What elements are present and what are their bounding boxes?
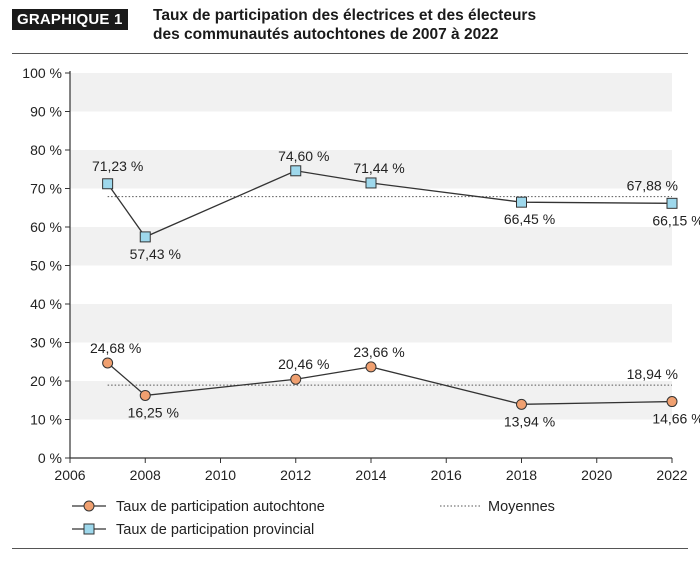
top-rule	[12, 53, 688, 54]
y-tick-label: 30 %	[30, 335, 62, 351]
data-point	[365, 177, 377, 189]
average-label: 18,94 %	[627, 366, 678, 382]
y-tick-label: 10 %	[30, 412, 62, 428]
legend: Taux de participation autochtone Taux de …	[72, 499, 555, 538]
data-label: 66,15 %	[652, 212, 700, 228]
grid-band	[70, 73, 672, 112]
grid-band	[70, 227, 672, 266]
data-labels: 18,94 % 67,88 % 24,68 % 16,25 % 20,46 % 23,66…	[90, 148, 700, 430]
series-line	[107, 362, 673, 405]
y-tick-label: 90 %	[30, 104, 62, 120]
series-lines	[102, 165, 678, 410]
grid-band	[70, 304, 672, 343]
y-tick-label: 60 %	[30, 219, 62, 235]
legend-label: Moyennes	[488, 499, 555, 515]
data-label: 24,68 %	[90, 340, 141, 356]
data-point	[102, 357, 114, 369]
average-lines	[107, 196, 672, 386]
data-label: 20,46 %	[278, 356, 329, 372]
data-point	[365, 361, 377, 373]
bottom-rule	[12, 548, 688, 549]
data-point	[516, 196, 527, 208]
data-point	[516, 398, 527, 410]
data-label: 23,66 %	[353, 344, 404, 360]
data-label: 13,94 %	[504, 413, 555, 429]
data-point	[139, 231, 151, 243]
data-point	[666, 396, 678, 408]
x-tick-label: 2010	[205, 467, 236, 483]
legend-marker	[83, 523, 95, 535]
data-point	[666, 197, 678, 209]
average-label: 67,88 %	[627, 178, 678, 194]
data-point	[290, 373, 302, 385]
y-tick-label: 0 %	[38, 450, 62, 466]
data-label: 14,66 %	[652, 411, 700, 427]
chart-title-line1: Taux de participation des électrices et …	[153, 7, 537, 24]
data-point	[290, 165, 302, 177]
grid-band	[70, 381, 672, 420]
series-line	[107, 170, 673, 238]
chart-axes: 0 % 10 % 20 % 30 % 40 % 50 % 60 % 70 % 80 % 90 % 1…	[22, 65, 687, 483]
data-point	[102, 178, 114, 190]
legend-label: Taux de participation autochtone	[116, 499, 325, 515]
x-tick-label: 2020	[581, 467, 612, 483]
grid-bands	[70, 73, 672, 420]
x-tick-label: 2022	[656, 467, 687, 483]
x-tick-label: 2014	[355, 467, 386, 483]
data-point	[139, 389, 151, 401]
y-tick-label: 100 %	[22, 65, 62, 81]
chart-title-line2: des communautés autochtones de 2007 à 20…	[153, 26, 499, 43]
data-label: 71,44 %	[353, 160, 404, 176]
y-tick-label: 70 %	[30, 181, 62, 197]
legend-marker	[83, 500, 95, 512]
x-tick-label: 2008	[130, 467, 161, 483]
y-tick-label: 80 %	[30, 142, 62, 158]
chart-header: GRAPHIQUE 1 Taux de participation des él…	[12, 6, 688, 52]
legend-label: Taux de participation provincial	[116, 522, 314, 538]
data-label: 66,45 %	[504, 211, 555, 227]
x-tick-label: 2012	[280, 467, 311, 483]
data-label: 71,23 %	[92, 158, 143, 174]
figure-tag: GRAPHIQUE 1	[12, 9, 128, 30]
x-tick-label: 2016	[431, 467, 462, 483]
x-tick-label: 2018	[506, 467, 537, 483]
data-label: 16,25 %	[128, 404, 179, 420]
y-tick-label: 50 %	[30, 258, 62, 274]
data-label: 57,43 %	[130, 246, 181, 262]
chart-title: Taux de participation des électrices et …	[153, 6, 536, 44]
y-tick-label: 20 %	[30, 373, 62, 389]
data-label: 74,60 %	[278, 148, 329, 164]
x-tick-label: 2006	[54, 467, 85, 483]
y-tick-label: 40 %	[30, 296, 62, 312]
